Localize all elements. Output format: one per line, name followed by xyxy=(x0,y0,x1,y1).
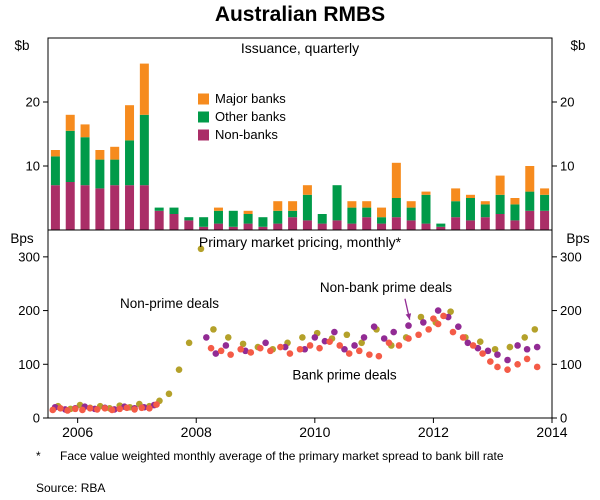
svg-text:0: 0 xyxy=(560,411,567,426)
svg-text:Issuance, quarterly: Issuance, quarterly xyxy=(241,40,359,56)
svg-text:Other banks: Other banks xyxy=(215,109,286,124)
source-note: Source: RBA xyxy=(36,481,106,495)
svg-text:Bps: Bps xyxy=(10,231,34,246)
svg-text:$b: $b xyxy=(14,38,29,53)
svg-text:200: 200 xyxy=(560,303,582,318)
svg-text:2008: 2008 xyxy=(181,424,212,440)
svg-text:2012: 2012 xyxy=(418,424,449,440)
svg-text:Bps: Bps xyxy=(566,231,590,246)
svg-text:100: 100 xyxy=(560,357,582,372)
svg-text:0: 0 xyxy=(33,411,40,426)
chart-title: Australian RMBS xyxy=(214,3,386,26)
svg-text:2006: 2006 xyxy=(62,424,93,440)
footnote: * Face value weighted monthly average of… xyxy=(36,449,518,464)
svg-text:300: 300 xyxy=(560,249,582,264)
svg-text:Non-banks: Non-banks xyxy=(215,127,278,142)
svg-text:Bank prime deals: Bank prime deals xyxy=(292,367,397,382)
svg-text:Non-prime deals: Non-prime deals xyxy=(120,296,219,311)
svg-text:2010: 2010 xyxy=(299,424,330,440)
svg-text:10: 10 xyxy=(26,159,40,174)
svg-text:Non-bank prime deals: Non-bank prime deals xyxy=(320,280,452,295)
svg-text:20: 20 xyxy=(560,95,574,110)
svg-text:10: 10 xyxy=(560,159,574,174)
svg-text:200: 200 xyxy=(18,303,40,318)
svg-text:$b: $b xyxy=(570,38,585,53)
footnote-marker: * xyxy=(36,449,41,463)
svg-text:Major banks: Major banks xyxy=(215,91,286,106)
footnote-text: Face value weighted monthly average of t… xyxy=(60,449,504,463)
svg-text:20: 20 xyxy=(26,95,40,110)
svg-text:Primary market pricing, monthl: Primary market pricing, monthly* xyxy=(199,234,402,250)
svg-text:2014: 2014 xyxy=(536,424,567,440)
svg-text:100: 100 xyxy=(18,357,40,372)
svg-text:300: 300 xyxy=(18,249,40,264)
